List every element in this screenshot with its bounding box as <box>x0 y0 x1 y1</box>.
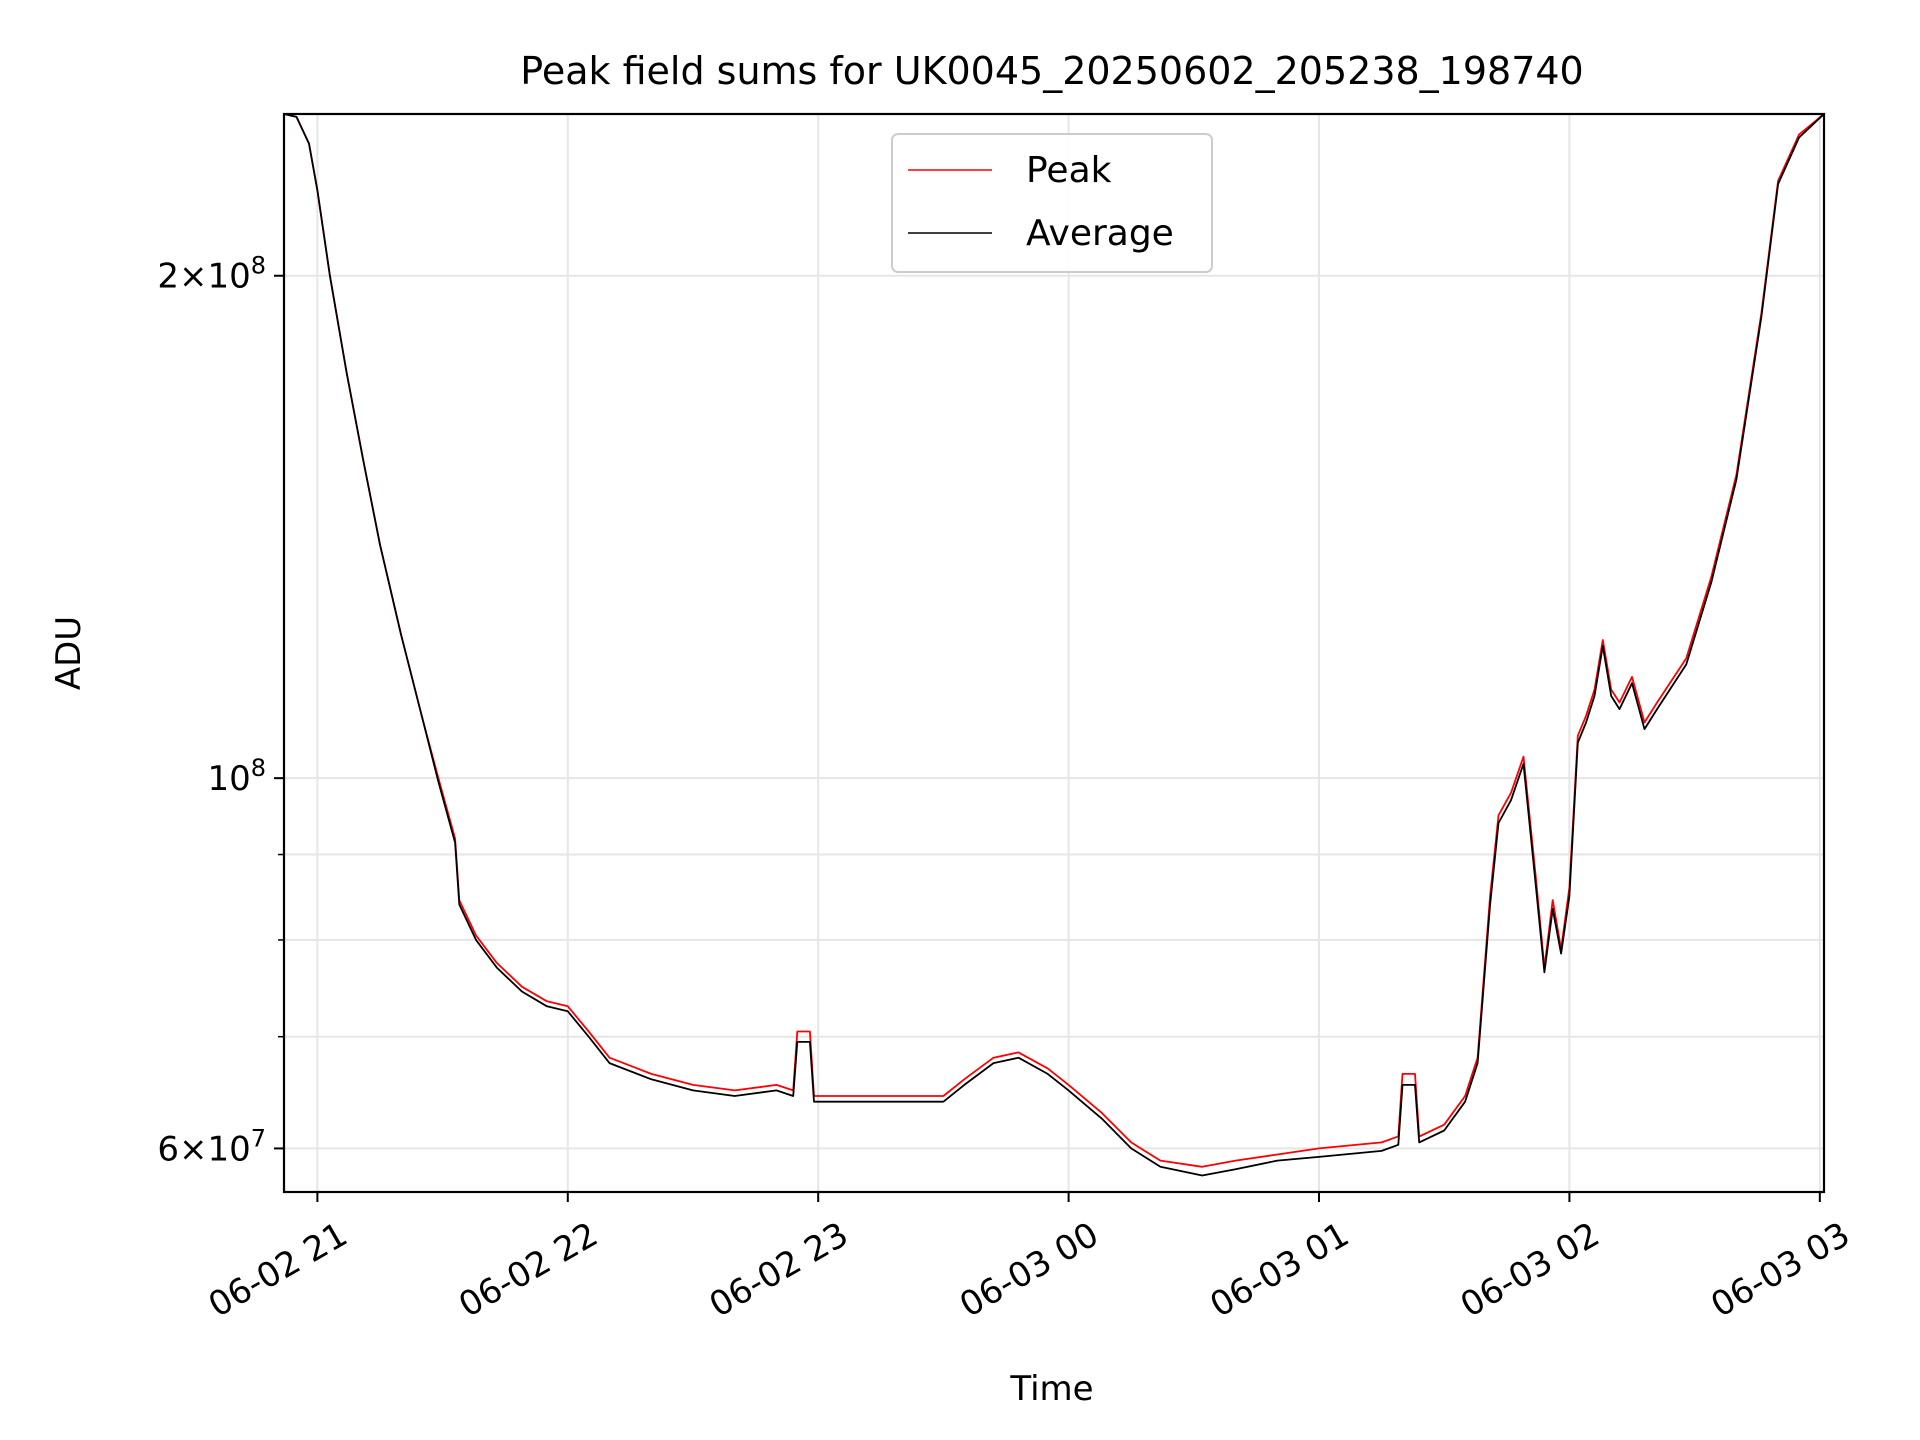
legend-label-peak: Peak <box>1026 150 1112 191</box>
legend-box <box>891 133 1213 273</box>
legend: Peak Average <box>891 133 1213 273</box>
series-line-peak <box>283 113 1825 1168</box>
y-tick-label: 2×108 <box>157 252 266 297</box>
series-line-average <box>283 113 1825 1177</box>
y-axis-label: ADU <box>49 616 89 690</box>
chart-title: Peak field sums for UK0045_20250602_2052… <box>520 49 1583 93</box>
y-tick-label: 6×107 <box>157 1124 266 1169</box>
x-axis-label: Time <box>1009 1369 1093 1409</box>
plot-frame <box>282 112 1826 1194</box>
grid <box>284 114 1824 1192</box>
series-layer <box>283 113 1825 1177</box>
legend-label-average: Average <box>1026 213 1174 254</box>
